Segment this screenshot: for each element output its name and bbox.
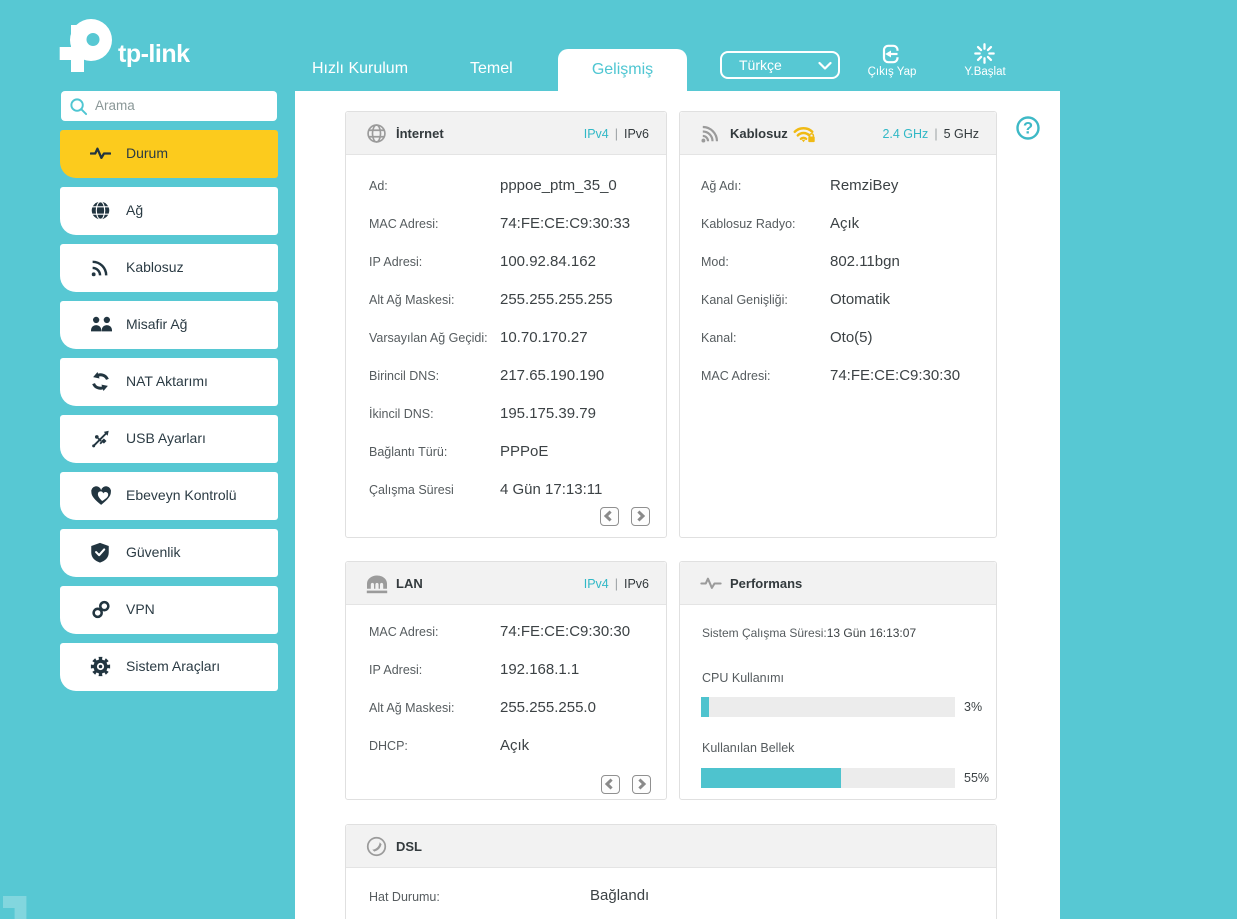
svg-text:tp-link: tp-link [118,40,190,68]
svg-text:?: ? [1023,120,1033,138]
